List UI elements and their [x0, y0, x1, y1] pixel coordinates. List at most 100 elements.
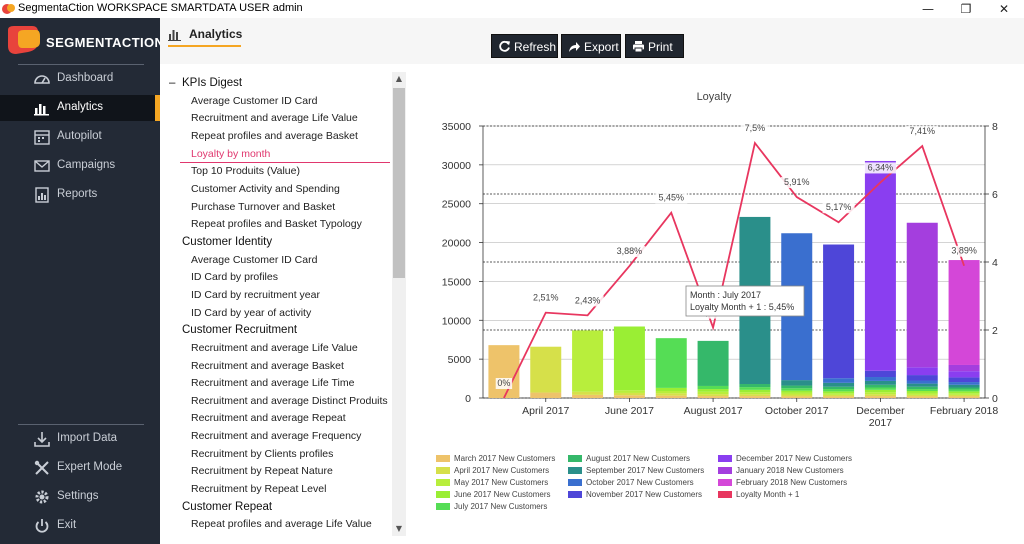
- legend-swatch: [718, 479, 732, 487]
- bar-segment: [781, 390, 813, 393]
- data-label: 0%: [497, 378, 510, 388]
- tree-item[interactable]: Repeat profiles and Basket Typology: [191, 218, 362, 230]
- tree-item[interactable]: Recruitment by Clients profiles: [191, 448, 334, 460]
- refresh-button[interactable]: Refresh: [491, 34, 558, 58]
- bar-segment: [948, 394, 980, 397]
- tree-item[interactable]: Average Customer ID Card: [191, 95, 318, 107]
- legend-item[interactable]: July 2017 New Customers: [436, 502, 547, 511]
- export-button[interactable]: Export: [561, 34, 621, 58]
- legend-label: July 2017 New Customers: [454, 502, 548, 511]
- refresh-icon: [499, 40, 510, 52]
- tree-item[interactable]: Recruitment by Repeat Level: [191, 483, 327, 495]
- tooltip-value: Loyalty Month + 1 : 5,45%: [690, 302, 794, 312]
- bar-segment: [655, 393, 687, 396]
- tree-item[interactable]: Customer Activity and Spending: [191, 183, 340, 195]
- export-label: Export: [584, 40, 619, 54]
- bar-segment: [823, 396, 855, 398]
- sidebar-item-dashboard[interactable]: Dashboard: [0, 66, 160, 92]
- bar-segment: [655, 387, 687, 392]
- bar-segment: [864, 160, 896, 371]
- bar-segment: [697, 396, 729, 398]
- bar-segment: [697, 389, 729, 392]
- tree-item[interactable]: Average Customer ID Card: [191, 254, 318, 266]
- close-button[interactable]: ✕: [998, 2, 1010, 16]
- x-tick-label: June 2017: [605, 405, 654, 417]
- brand-logo-icon: [8, 26, 40, 54]
- scroll-up-arrow-icon[interactable]: ▲: [395, 74, 403, 83]
- tree-item[interactable]: Repeat profiles and average Basket: [191, 130, 358, 142]
- tree-item[interactable]: Top 10 Produits (Value): [191, 165, 300, 177]
- sidebar-item-import-data[interactable]: Import Data: [0, 426, 160, 452]
- selection-underline: [180, 162, 390, 163]
- tree-item[interactable]: Purchase Turnover and Basket: [191, 201, 336, 213]
- tree-item[interactable]: Repeat profiles and average Life Value: [191, 518, 372, 530]
- section-customer-identity[interactable]: Customer Identity: [182, 236, 273, 248]
- refresh-label: Refresh: [514, 40, 557, 54]
- dashboard-gauge-icon: [34, 75, 50, 84]
- legend-item[interactable]: December 2017 New Customers: [718, 454, 852, 463]
- bar-segment: [613, 395, 645, 398]
- tree-item[interactable]: Recruitment and average Life Value: [191, 342, 358, 354]
- bar-segment: [781, 396, 813, 398]
- collapse-toggle[interactable]: –: [169, 77, 176, 89]
- bar-segment: [739, 396, 771, 398]
- legend-swatch: [718, 467, 732, 475]
- print-label: Print: [648, 40, 673, 54]
- minimize-button[interactable]: —: [922, 2, 934, 16]
- legend-item[interactable]: May 2017 New Customers: [436, 478, 548, 487]
- legend-item[interactable]: June 2017 New Customers: [436, 490, 551, 499]
- legend-item[interactable]: Loyalty Month + 1: [718, 490, 799, 499]
- print-button[interactable]: Print: [625, 34, 684, 58]
- x-tick-label: April 2017: [522, 405, 569, 417]
- tree-item[interactable]: Recruitment and average Life Value: [191, 112, 358, 124]
- section-customer-recruitment[interactable]: Customer Recruitment: [182, 324, 298, 336]
- legend-item[interactable]: April 2017 New Customers: [436, 466, 549, 475]
- tree-scrollbar-thumb[interactable]: [393, 88, 405, 278]
- legend-swatch: [436, 491, 450, 499]
- bar-segment: [906, 391, 938, 393]
- bar-chart-icon: [168, 30, 181, 41]
- legend-item[interactable]: March 2017 New Customers: [436, 454, 555, 463]
- legend-item[interactable]: August 2017 New Customers: [568, 454, 690, 463]
- y-tick-label: 10000: [442, 315, 471, 327]
- legend-item[interactable]: January 2018 New Customers: [718, 466, 844, 475]
- sidebar-item-expert-mode[interactable]: Expert Mode: [0, 455, 160, 481]
- y2-tick-label: 0: [992, 393, 998, 405]
- bar-segment: [572, 391, 604, 395]
- restore-button[interactable]: ❐: [960, 2, 972, 16]
- section-customer-repeat[interactable]: Customer Repeat: [182, 501, 273, 513]
- tree-item[interactable]: Recruitment and average Distinct Produit…: [191, 395, 388, 407]
- legend-item[interactable]: November 2017 New Customers: [568, 490, 702, 499]
- tree-item[interactable]: Recruitment and average Life Time: [191, 377, 355, 389]
- tree-item[interactable]: Recruitment by Repeat Nature: [191, 465, 333, 477]
- tree-item[interactable]: ID Card by profiles: [191, 271, 278, 283]
- bar-segment: [864, 394, 896, 397]
- legend-item[interactable]: February 2018 New Customers: [718, 478, 847, 487]
- legend-item[interactable]: September 2017 New Customers: [568, 466, 704, 475]
- legend-label: November 2017 New Customers: [586, 490, 703, 499]
- sidebar-item-autopilot[interactable]: Autopilot: [0, 124, 160, 150]
- sidebar-item-settings[interactable]: Settings: [0, 484, 160, 510]
- bar-segment: [864, 396, 896, 398]
- tree-item[interactable]: Recruitment and average Frequency: [191, 430, 362, 442]
- bar-segment: [697, 391, 729, 395]
- legend-label: April 2017 New Customers: [454, 466, 550, 475]
- tree-item-selected[interactable]: Loyalty by month: [191, 148, 271, 160]
- bar-segment: [823, 394, 855, 397]
- bar-segment: [613, 392, 645, 396]
- tree-item[interactable]: Recruitment and average Basket: [191, 360, 344, 372]
- sidebar-item-analytics[interactable]: Analytics: [0, 95, 160, 121]
- tree-item[interactable]: Recruitment and average Repeat: [191, 412, 346, 424]
- tree-item[interactable]: ID Card by year of activity: [191, 307, 312, 319]
- loyalty-line: [503, 140, 965, 399]
- bar-segment: [823, 244, 855, 379]
- sidebar-item-exit[interactable]: Exit: [0, 513, 160, 539]
- section-kpis-digest[interactable]: KPIs Digest: [182, 77, 243, 89]
- legend-swatch: [718, 491, 732, 499]
- sidebar-item-campaigns[interactable]: Campaigns: [0, 153, 160, 179]
- sidebar-item-reports[interactable]: Reports: [0, 182, 160, 208]
- legend-swatch: [568, 479, 582, 487]
- legend-item[interactable]: October 2017 New Customers: [568, 478, 694, 487]
- scroll-down-arrow-icon[interactable]: ▼: [395, 524, 403, 533]
- tree-item[interactable]: ID Card by recruitment year: [191, 289, 320, 301]
